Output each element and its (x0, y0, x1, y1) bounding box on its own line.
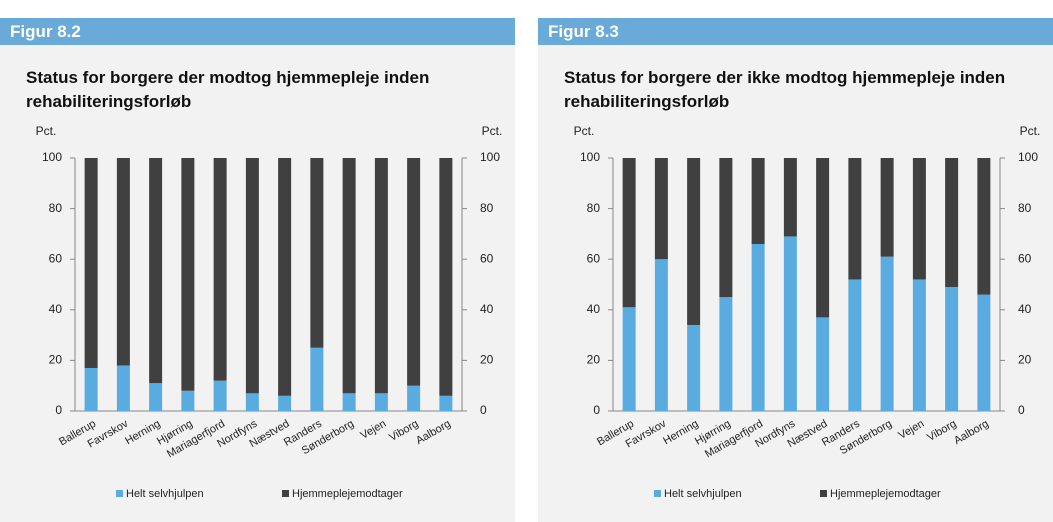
bar-segment (310, 158, 324, 348)
bar-segment (783, 158, 797, 237)
y2-tick-label: 80 (480, 201, 494, 215)
bar-segment (407, 158, 421, 386)
chart: Pct. Pct.020406080100020406080100Ballerup… (538, 44, 1053, 522)
bar-segment (977, 294, 991, 411)
y-tick-label: 60 (49, 251, 63, 265)
bar-segment (439, 395, 453, 411)
bar-segment (342, 158, 356, 394)
bar-segment (116, 365, 130, 411)
bar-segment (719, 297, 733, 411)
bar-segment (654, 158, 668, 260)
bar-segment (181, 390, 195, 411)
y-tick-label: 100 (42, 150, 62, 164)
bar-segment (848, 279, 862, 411)
y-tick-label: 60 (587, 251, 601, 265)
bar-segment (945, 287, 959, 411)
y2-axis-label: Pct. (482, 124, 503, 138)
bar-segment (342, 393, 356, 411)
y2-tick-label: 100 (480, 150, 500, 164)
y2-tick-label: 60 (1018, 251, 1032, 265)
y-tick-label: 0 (593, 403, 600, 417)
bar-segment (278, 395, 292, 411)
bar-segment (912, 279, 926, 411)
y-tick-label: 40 (587, 302, 601, 316)
bar-segment (912, 158, 926, 280)
legend-label: Hjemmeplejemodtager (830, 488, 941, 500)
y2-tick-label: 40 (480, 302, 494, 316)
bar-segment (687, 158, 701, 325)
bar-segment (407, 385, 421, 411)
bar-segment (116, 158, 130, 366)
legend-swatch (116, 490, 123, 497)
bar-segment (816, 158, 830, 318)
legend-label: Helt selvhjulpen (664, 488, 742, 500)
y-tick-label: 80 (587, 201, 601, 215)
bar-segment (751, 244, 765, 411)
bar-segment (149, 383, 163, 411)
bar-segment (783, 236, 797, 411)
y2-tick-label: 80 (1018, 201, 1032, 215)
y-tick-label: 0 (55, 403, 62, 417)
bar-segment (880, 256, 894, 411)
y-tick-label: 100 (580, 150, 600, 164)
bar-segment (687, 324, 701, 411)
legend-swatch (820, 490, 827, 497)
bar-segment (751, 158, 765, 245)
y2-tick-label: 20 (1018, 353, 1032, 367)
bar-segment (977, 158, 991, 295)
chart-title: Status for borgere der modtog hjemmeplej… (26, 68, 430, 111)
figure-label: Figur 8.2 (0, 18, 515, 45)
bar-segment (310, 347, 324, 411)
bar-segment (213, 380, 227, 411)
chart-title: Status for borgere der ikke modtog hjemm… (564, 68, 1006, 111)
bar-segment (945, 158, 959, 288)
bar-segment (245, 393, 259, 411)
bar-segment (245, 158, 259, 394)
bar-segment (654, 259, 668, 411)
bar-segment (84, 158, 98, 368)
bar-segment (374, 393, 388, 411)
bar-segment (880, 158, 894, 257)
y-tick-label: 40 (49, 302, 63, 316)
chart-panel: Pct. Pct. 0 20 40 60 80 100 0 20 40 60 80 100 Ballerup… (538, 0, 1053, 522)
y-axis-label: Pct. (36, 124, 57, 138)
bar-segment (278, 158, 292, 396)
y2-tick-label: 100 (1018, 150, 1038, 164)
bar-segment (374, 158, 388, 394)
bar-segment (149, 158, 163, 384)
y2-tick-label: 20 (480, 353, 494, 367)
bar-segment (181, 158, 195, 391)
legend-swatch (282, 490, 289, 497)
legend-swatch (654, 490, 661, 497)
y2-tick-label: 0 (1018, 403, 1025, 417)
y-tick-label: 20 (587, 353, 601, 367)
y2-axis-label: Pct. (1020, 124, 1041, 138)
bar-segment (622, 158, 636, 308)
y-axis-label: Pct. (574, 124, 595, 138)
bar-segment (719, 158, 733, 298)
legend-label: Hjemmeplejemodtager (292, 488, 403, 500)
chart: Pct. Pct.020406080100020406080100Ballerup… (0, 44, 515, 522)
bar-segment (816, 317, 830, 411)
bar-segment (848, 158, 862, 280)
bar-segment (213, 158, 227, 381)
y-tick-label: 20 (49, 353, 63, 367)
y2-tick-label: 40 (1018, 302, 1032, 316)
bar-segment (622, 307, 636, 411)
y2-tick-label: 0 (480, 403, 487, 417)
figure-label: Figur 8.3 (538, 18, 1053, 45)
chart-panel: Pct. Pct. 0 20 40 60 80 100 0 20 40 60 80 100 Ballerup… (0, 0, 515, 522)
bar-segment (439, 158, 453, 396)
y-tick-label: 80 (49, 201, 63, 215)
y2-tick-label: 60 (480, 251, 494, 265)
bar-segment (84, 367, 98, 411)
legend-label: Helt selvhjulpen (126, 488, 204, 500)
